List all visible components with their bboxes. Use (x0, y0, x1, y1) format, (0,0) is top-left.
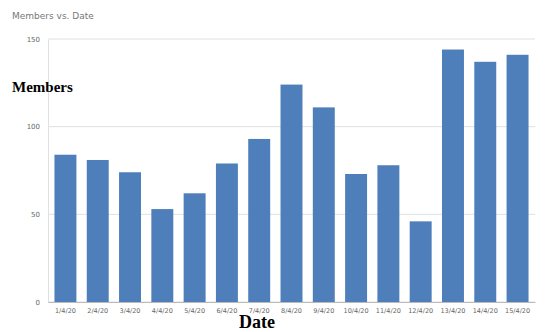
x-tick: 6/4/20 (216, 302, 237, 315)
bar (442, 50, 464, 302)
x-tick-label: 6/4/20 (216, 307, 237, 315)
x-tick: 10/4/20 (344, 302, 369, 315)
x-tick: 11/4/20 (376, 302, 401, 315)
y-tick: 50 (31, 211, 48, 219)
bar (216, 163, 238, 302)
grid (48, 39, 535, 302)
bar (151, 209, 173, 302)
y-tick: 0 (36, 299, 48, 307)
y-tick-label: 50 (31, 211, 40, 219)
x-tick-label: 5/4/20 (184, 307, 205, 315)
x-tick-label: 3/4/20 (120, 307, 141, 315)
y-tick-label: 0 (36, 299, 40, 307)
grid-line (48, 39, 535, 40)
x-tick: 1/4/20 (55, 302, 76, 315)
x-tick-label: 14/4/20 (473, 307, 498, 315)
x-tick-label: 10/4/20 (344, 307, 369, 315)
bar (184, 193, 206, 302)
bar (313, 107, 335, 302)
x-tick: 13/4/20 (440, 302, 465, 315)
x-tick: 3/4/20 (120, 302, 141, 315)
x-tick-label: 8/4/20 (281, 307, 302, 315)
bar (87, 160, 109, 302)
x-tick: 9/4/20 (313, 302, 334, 315)
x-tick-label: 2/4/20 (87, 307, 108, 315)
bar (248, 139, 270, 302)
y-tick-label: 150 (27, 36, 40, 44)
y-axis-title: Members (12, 79, 73, 95)
bar (54, 155, 76, 302)
bar (345, 174, 367, 302)
x-tick-label: 12/4/20 (408, 307, 433, 315)
x-axis: 1/4/202/4/203/4/204/4/205/4/206/4/207/4/… (49, 302, 536, 315)
title: Members vs. Date (12, 11, 94, 21)
bar (474, 62, 496, 302)
bar (507, 55, 529, 302)
x-tick: 8/4/20 (281, 302, 302, 315)
bar (410, 221, 432, 302)
bar (119, 172, 141, 302)
bar (281, 85, 303, 302)
x-tick-label: 9/4/20 (313, 307, 334, 315)
x-axis-title: Date (239, 312, 275, 332)
chart: 0 50 100 150 1/4/20 2/4/20 3/4/20 4/4/20 5/4/20 6… (0, 0, 550, 332)
y-tick: 150 (27, 36, 48, 44)
x-tick-label: 1/4/20 (55, 307, 76, 315)
x-tick: 15/4/20 (505, 302, 530, 315)
x-tick: 14/4/20 (473, 302, 498, 315)
x-tick: 5/4/20 (184, 302, 205, 315)
plot: 0 50 100 150 1/4/20 2/4/20 3/4/20 4/4/20 5/4/20 6… (27, 36, 536, 315)
y-axis: 0 50 100 150 (27, 36, 49, 307)
x-axis-line (49, 302, 536, 303)
x-tick: 12/4/20 (408, 302, 433, 315)
x-tick-label: 13/4/20 (440, 307, 465, 315)
x-tick-label: 4/4/20 (152, 307, 173, 315)
bars (54, 50, 528, 302)
bar (377, 165, 399, 302)
x-tick-label: 15/4/20 (505, 307, 530, 315)
y-tick-label: 100 (27, 123, 40, 131)
x-tick: 2/4/20 (87, 302, 108, 315)
x-tick: 4/4/20 (152, 302, 173, 315)
y-tick: 100 (27, 123, 48, 131)
x-tick-label: 11/4/20 (376, 307, 401, 315)
